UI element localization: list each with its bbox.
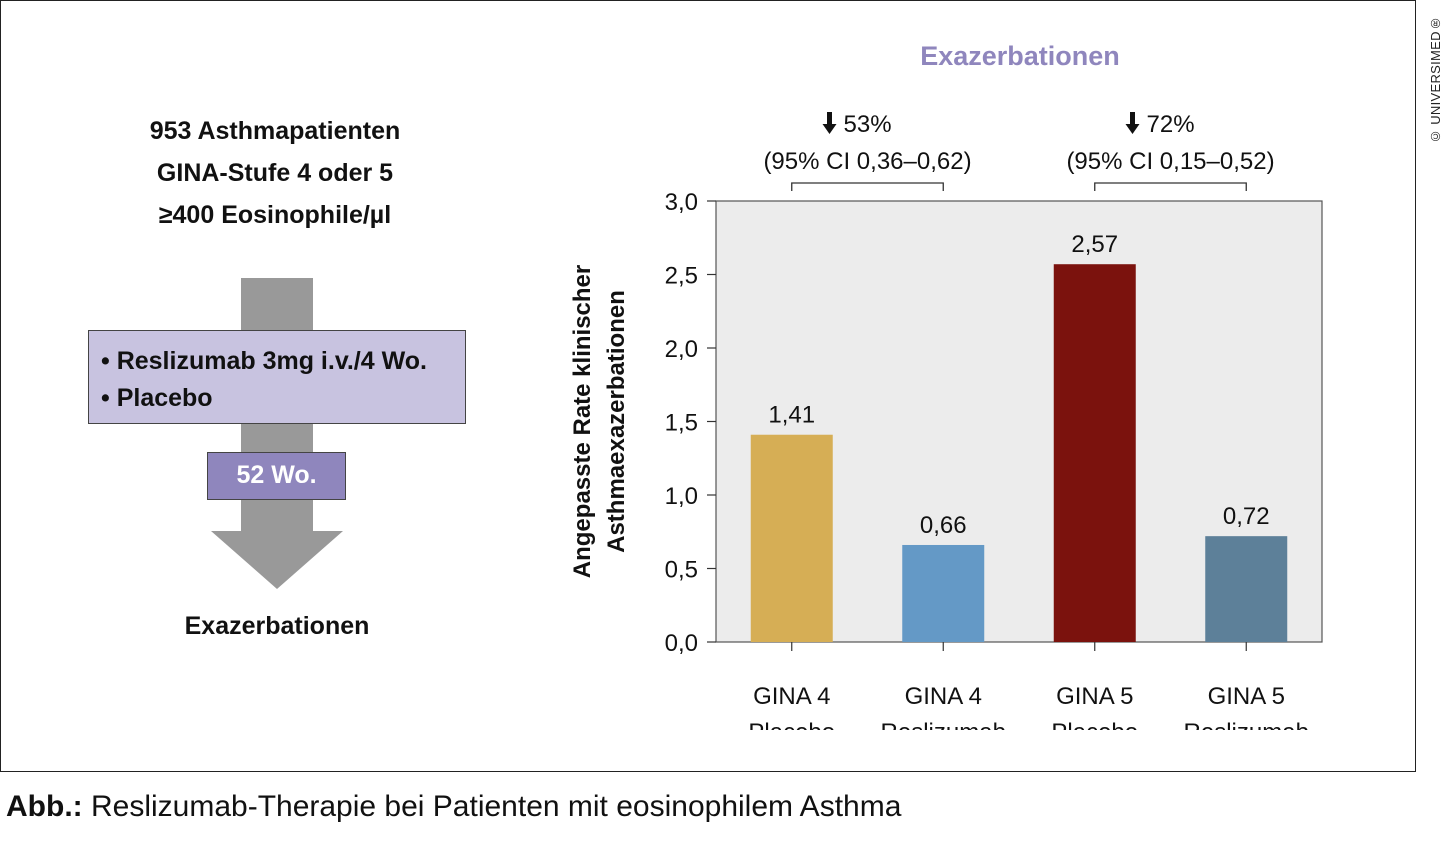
endpoint-label: Exazerbationen [184, 612, 370, 640]
comparison-bracket [1094, 182, 1247, 191]
x-tick-label: Placebo [748, 719, 835, 730]
bar [1053, 264, 1136, 642]
y-tick-label: 1,0 [665, 483, 698, 510]
treatment-arms-box: • Reslizumab 3mg i.v./4 Wo. • Placebo [88, 330, 466, 424]
y-tick-label: 1,5 [665, 410, 698, 437]
bar [750, 434, 833, 642]
flow-arrow-head [211, 531, 343, 589]
bar [902, 544, 985, 642]
confidence-interval-label: (95% CI 0,15–0,52) [1066, 148, 1274, 175]
bar [1205, 536, 1288, 642]
y-tick-label: 2,5 [665, 263, 698, 290]
arm-placebo: • Placebo [101, 384, 213, 412]
confidence-interval-label: (95% CI 0,36–0,62) [763, 148, 971, 175]
y-tick-label: 2,0 [665, 336, 698, 363]
x-tick-label: GINA 4 [753, 683, 830, 710]
x-tick-label: Placebo [1051, 719, 1138, 730]
study-line-patients: 953 Asthmapatienten [149, 117, 401, 145]
x-tick-label: GINA 4 [905, 683, 982, 710]
y-tick-label: 0,5 [665, 557, 698, 584]
chart-title: Exazerbationen [920, 41, 1120, 71]
study-line-gina: GINA-Stufe 4 oder 5 [156, 159, 394, 187]
y-tick-label: 3,0 [665, 189, 698, 216]
x-tick-label: Reslizumab [1184, 719, 1309, 730]
down-arrow-icon [1125, 112, 1140, 134]
down-arrow-icon [822, 112, 837, 134]
bar-value-label: 0,72 [1223, 503, 1270, 530]
study-population: 953 Asthmapatienten GINA-Stufe 4 oder 5 … [60, 110, 490, 236]
y-tick-label: 0,0 [665, 630, 698, 657]
duration-box: 52 Wo. [207, 452, 346, 500]
x-tick-label: Reslizumab [881, 719, 1006, 730]
figure-caption: Abb.: Reslizumab-Therapie bei Patienten … [6, 790, 901, 824]
bar-chart: Exazerbationen 0,0 0,5 1,0 1,5 2,0 2,5 3,0 Angep… [569, 41, 1323, 730]
study-line-eosinophils: ≥400 Eosinophile/µl [158, 201, 392, 229]
caption-lead: Abb.: [6, 790, 83, 823]
reduction-label: 72% [1147, 111, 1195, 138]
comparison-bracket [791, 182, 944, 191]
x-tick-label: GINA 5 [1056, 683, 1133, 710]
caption-text: Reslizumab-Therapie bei Patienten mit eo… [82, 790, 902, 823]
bar-value-label: 1,41 [768, 402, 815, 429]
y-axis-label: Asthmaexazerbationen [603, 290, 630, 553]
bar-value-label: 2,57 [1071, 231, 1118, 258]
copyright-notice: © UNIVERSIMED® [1428, 15, 1443, 144]
y-axis-label: Angepasste Rate klinischer [569, 265, 596, 578]
x-tick-label: GINA 5 [1208, 683, 1285, 710]
bar-value-label: 0,66 [920, 512, 967, 539]
reduction-label: 53% [844, 111, 892, 138]
arm-reslizumab: • Reslizumab 3mg i.v./4 Wo. [101, 347, 427, 375]
